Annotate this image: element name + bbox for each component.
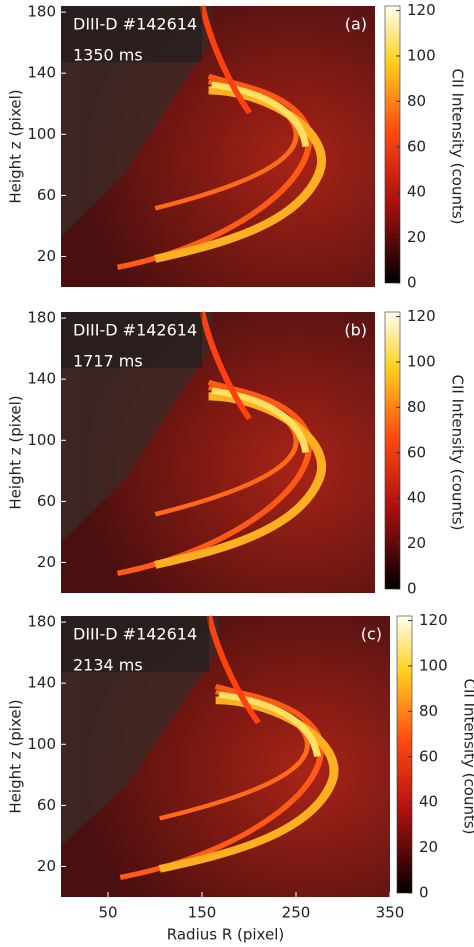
y-tick-label: 180 — [27, 309, 56, 327]
colorbar-tick-label: 100 — [407, 46, 436, 64]
annotation-box — [61, 616, 210, 673]
annotation: DIII-D #142614 — [73, 625, 197, 644]
image-shadow — [61, 312, 212, 543]
y-tick-label: 100 — [27, 431, 56, 449]
x-tick-label: 50 — [98, 904, 117, 922]
annotation: 2134 ms — [73, 656, 143, 675]
emission-core — [199, 311, 252, 421]
colorbar-tick-label: 20 — [419, 838, 438, 856]
y-tick-label: 100 — [27, 125, 56, 143]
annotation: 1717 ms — [73, 352, 143, 371]
colorbar-tick-label: 20 — [407, 228, 426, 246]
x-tick-label: 350 — [376, 904, 405, 922]
colorbar-tick-label: 120 — [419, 611, 448, 629]
colorbar-label: CII Intensity (counts) — [449, 375, 467, 531]
image-shadow — [61, 6, 212, 237]
y-tick-label: 140 — [27, 674, 56, 692]
x-axis-label: Radius R (pixel) — [167, 926, 284, 944]
camera-image — [61, 310, 375, 593]
colorbar-tick-label: 80 — [419, 702, 438, 720]
colorbar-tick-label: 40 — [407, 489, 426, 507]
plasma-emission — [116, 4, 332, 274]
colorbar-tick-label: 100 — [419, 656, 448, 674]
annotation-box — [61, 312, 203, 369]
colorbar-tick-label: 80 — [407, 398, 426, 416]
colorbar-tick-label: 80 — [407, 92, 426, 110]
panel-label: (c) — [361, 625, 382, 644]
colorbar-tick-label: 0 — [407, 274, 417, 292]
y-tick-label: 60 — [37, 186, 56, 204]
y-tick-label: 180 — [27, 613, 56, 631]
panel-label: (a) — [345, 15, 367, 34]
image-shadow — [61, 616, 219, 847]
colorbar-tick-label: 40 — [419, 793, 438, 811]
y-tick-label: 20 — [37, 857, 56, 875]
emission-core — [206, 615, 261, 725]
camera-image — [61, 614, 390, 897]
y-tick-label: 180 — [27, 3, 56, 21]
y-tick-label: 20 — [37, 553, 56, 571]
camera-image — [61, 4, 375, 287]
y-tick-label: 60 — [37, 796, 56, 814]
emission-core — [218, 691, 322, 758]
colorbar-tick-label: 100 — [407, 352, 436, 370]
annotation: DIII-D #142614 — [73, 321, 197, 340]
plasma-emission — [118, 614, 344, 883]
colorbar — [384, 311, 401, 590]
y-tick-label: 140 — [27, 370, 56, 388]
plasma-emission — [116, 310, 332, 580]
colorbar-tick-label: 20 — [407, 534, 426, 552]
y-tick-label: 100 — [27, 735, 56, 753]
colorbar-tick-label: 120 — [407, 307, 436, 325]
colorbar-tick-label: 0 — [419, 884, 429, 902]
x-tick-label: 150 — [188, 904, 217, 922]
colorbar-tick-label: 60 — [407, 443, 426, 461]
colorbar-tick-label: 0 — [407, 580, 417, 598]
x-tick-label: 250 — [282, 904, 311, 922]
panel-label: (b) — [344, 321, 367, 340]
colorbar-tick-label: 60 — [407, 137, 426, 155]
y-axis-label: Height z (pixel) — [7, 89, 25, 203]
y-tick-label: 20 — [37, 247, 56, 265]
y-tick-label: 60 — [37, 492, 56, 510]
colorbar-tick-label: 40 — [407, 183, 426, 201]
y-tick-label: 140 — [27, 64, 56, 82]
colorbar-label: CII Intensity (counts) — [461, 679, 474, 835]
annotation: DIII-D #142614 — [73, 15, 197, 34]
emission-core — [199, 5, 252, 115]
y-axis-label: Height z (pixel) — [7, 699, 25, 813]
colorbar-label: CII Intensity (counts) — [449, 69, 467, 225]
colorbar-tick-label: 60 — [419, 747, 438, 765]
colorbar-tick-label: 120 — [407, 1, 436, 19]
colorbar — [396, 615, 413, 894]
annotation-box — [61, 6, 203, 63]
annotation: 1350 ms — [73, 46, 143, 65]
y-axis-label: Height z (pixel) — [7, 395, 25, 509]
colorbar — [384, 5, 401, 284]
